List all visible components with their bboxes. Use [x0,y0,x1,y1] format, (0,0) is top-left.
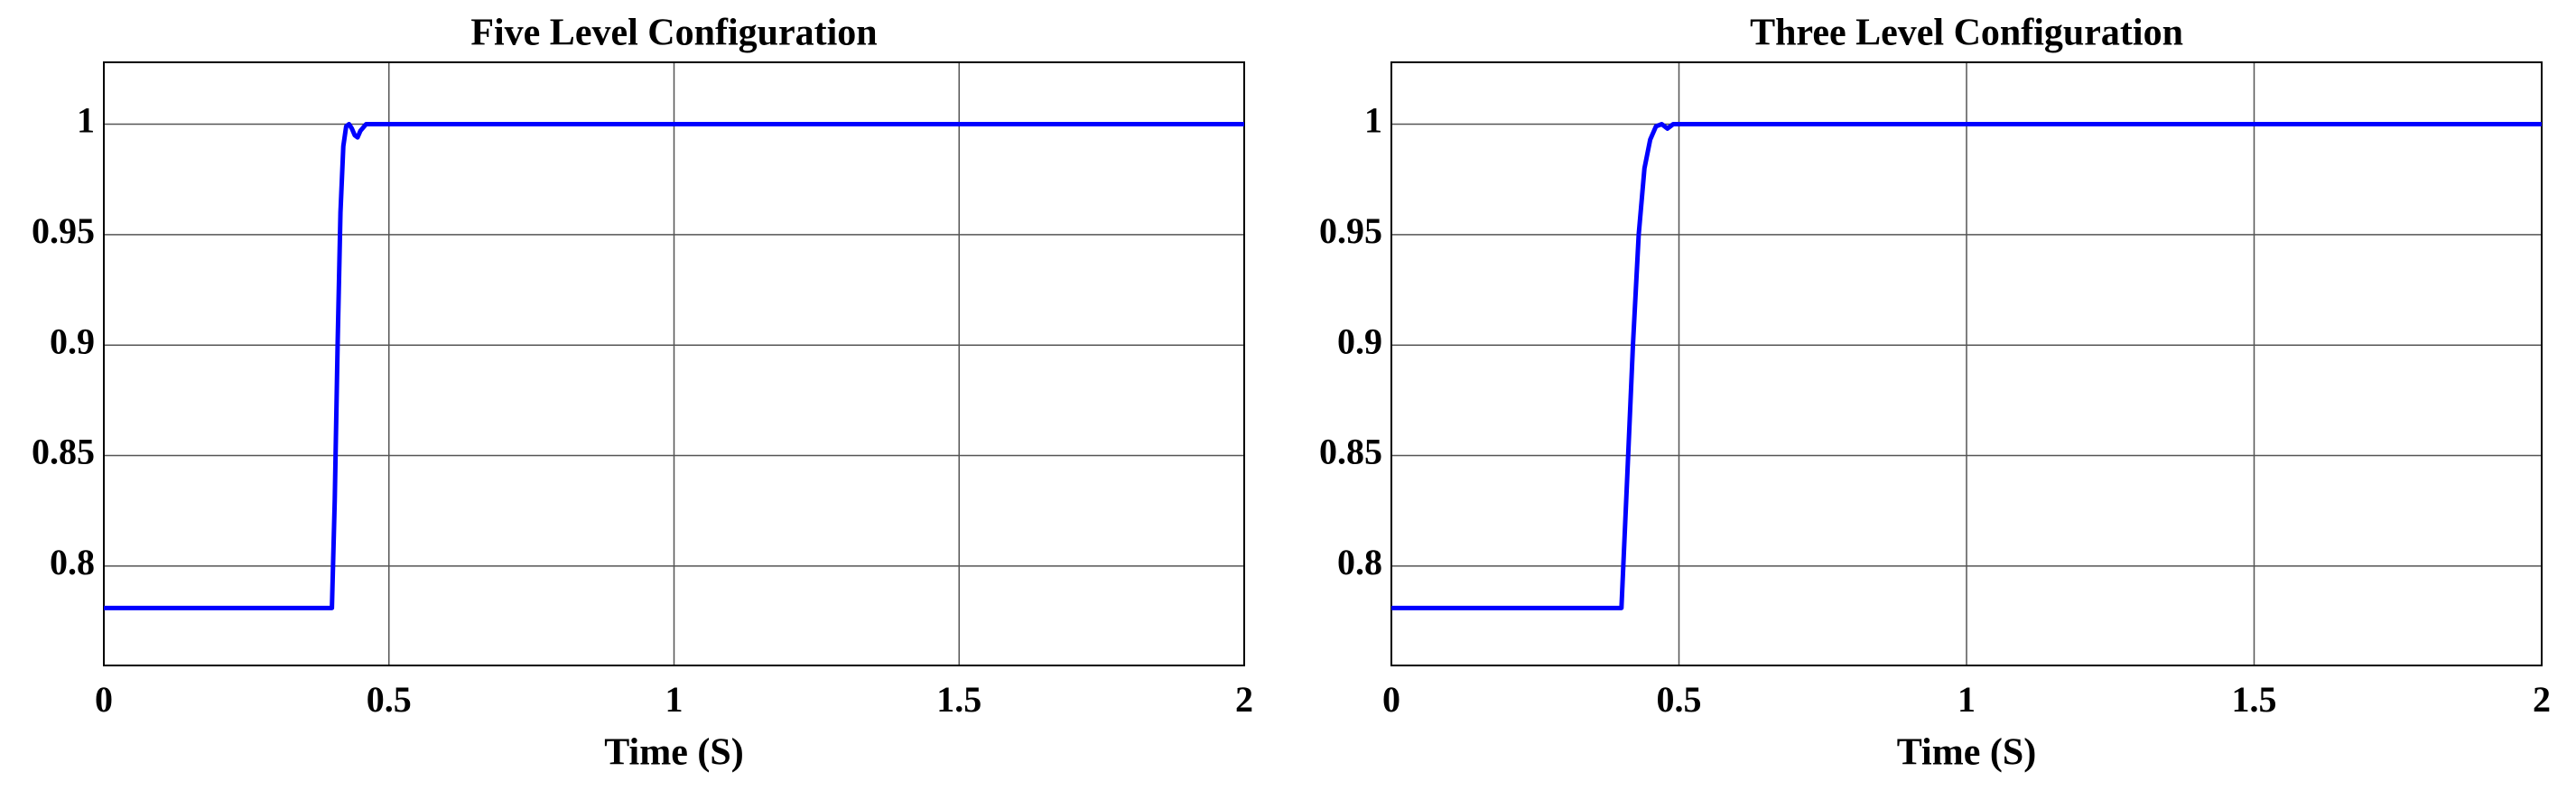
x-tick-label: 2 [1235,679,1253,720]
x-tick-label: 0 [95,679,113,720]
x-tick-label: 2 [2533,679,2551,720]
x-tick-label: 1 [1958,679,1976,720]
y-tick-label: 0.85 [1319,432,1382,472]
data-line [1391,122,2542,610]
y-tick-label: 0.9 [50,321,95,361]
plot-frame [103,61,1245,666]
data-line [104,122,1244,610]
y-tick-label: 0.8 [50,542,95,582]
x-axis-label: Time (S) [604,732,743,774]
chart-title: Five Level Configuration [470,13,877,54]
x-axis-label: Time (S) [1897,732,2036,774]
y-tick-label: 0.95 [1319,210,1382,251]
y-tick-label: 0.85 [32,432,95,472]
y-tick-label: 0.9 [1337,321,1382,361]
x-tick-label: 0.5 [1657,679,1702,720]
x-tick-label: 1.5 [936,679,981,720]
x-tick-label: 0.5 [367,679,412,720]
x-tick-label: 0 [1382,679,1400,720]
x-tick-label: 1 [665,679,684,720]
x-tick-label: 1.5 [2232,679,2277,720]
y-tick-label: 1 [1364,100,1382,141]
y-tick-label: 0.95 [32,210,95,251]
y-tick-label: 0.8 [1337,542,1382,582]
y-tick-label: 1 [77,100,95,141]
plot-frame [1390,61,2543,666]
chart-title: Three Level Configuration [1750,13,2183,54]
